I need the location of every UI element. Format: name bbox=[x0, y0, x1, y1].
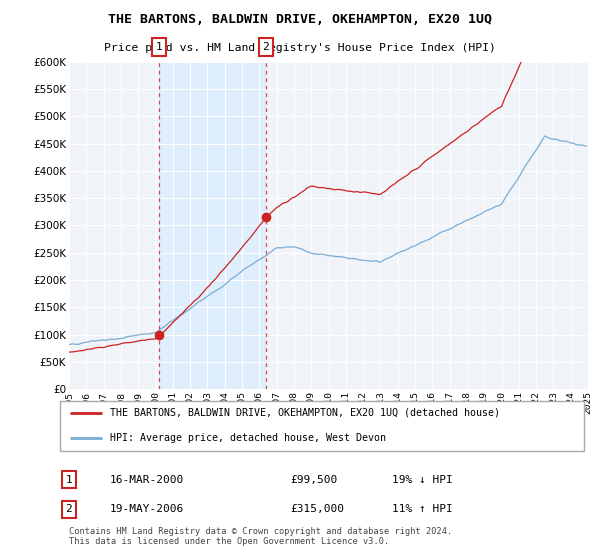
Text: 16-MAR-2000: 16-MAR-2000 bbox=[110, 474, 184, 484]
Text: HPI: Average price, detached house, West Devon: HPI: Average price, detached house, West… bbox=[110, 433, 386, 444]
Text: 19% ↓ HPI: 19% ↓ HPI bbox=[392, 474, 452, 484]
Text: 1: 1 bbox=[156, 42, 163, 52]
Text: £315,000: £315,000 bbox=[290, 504, 344, 514]
Text: 1: 1 bbox=[65, 474, 72, 484]
Bar bbox=[159, 62, 266, 389]
FancyBboxPatch shape bbox=[59, 401, 584, 451]
Text: Contains HM Land Registry data © Crown copyright and database right 2024.
This d: Contains HM Land Registry data © Crown c… bbox=[68, 526, 452, 546]
Text: THE BARTONS, BALDWIN DRIVE, OKEHAMPTON, EX20 1UQ (detached house): THE BARTONS, BALDWIN DRIVE, OKEHAMPTON, … bbox=[110, 408, 500, 418]
Text: Price paid vs. HM Land Registry's House Price Index (HPI): Price paid vs. HM Land Registry's House … bbox=[104, 43, 496, 53]
Text: 2: 2 bbox=[65, 504, 72, 514]
Text: 2: 2 bbox=[262, 42, 269, 52]
Text: £99,500: £99,500 bbox=[290, 474, 338, 484]
Text: 11% ↑ HPI: 11% ↑ HPI bbox=[392, 504, 452, 514]
Text: 19-MAY-2006: 19-MAY-2006 bbox=[110, 504, 184, 514]
Text: THE BARTONS, BALDWIN DRIVE, OKEHAMPTON, EX20 1UQ: THE BARTONS, BALDWIN DRIVE, OKEHAMPTON, … bbox=[108, 13, 492, 26]
